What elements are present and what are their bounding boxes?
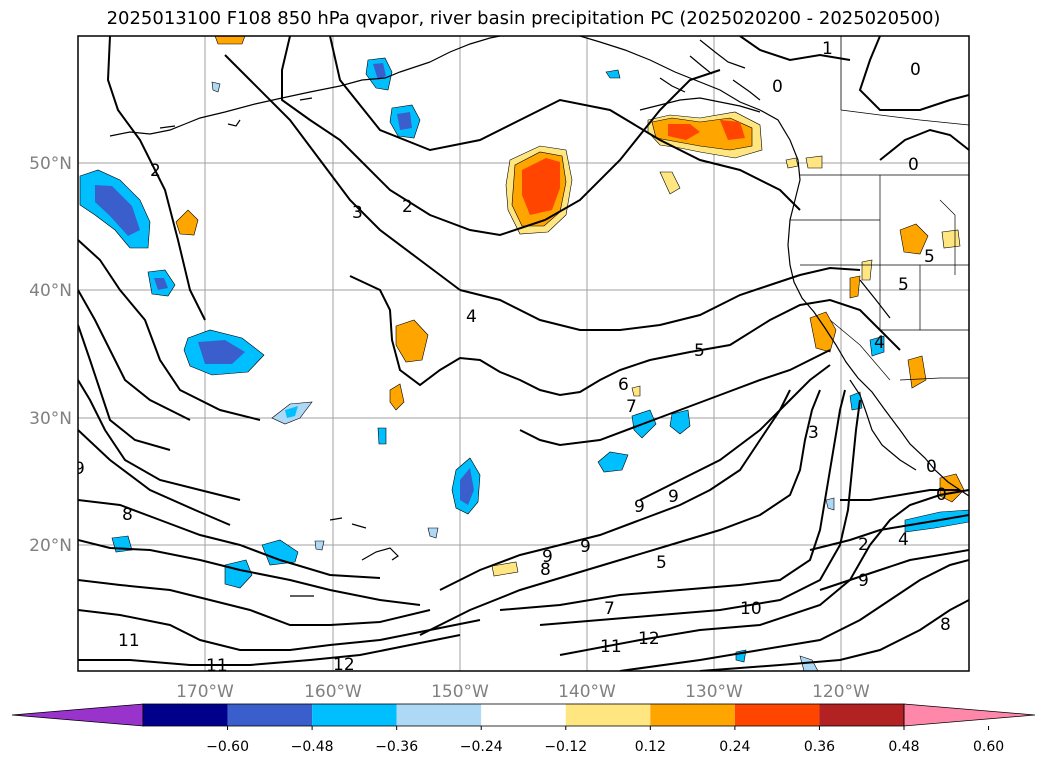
contour-label: 8 (940, 615, 951, 635)
contour-label: 12 (638, 629, 660, 649)
contour-labels: 1 0 0 0 2 3 2 4 5 5 6 5 4 7 3 9 9 8 9 9 … (74, 39, 951, 676)
colorbar-bin (143, 704, 228, 726)
colorbar-bin (734, 704, 820, 726)
contour-label: 12 (333, 655, 355, 675)
colorbar: −0.60 −0.48 −0.36 −0.24 −0.12 0.12 0.24 0.36 0.4… (11, 703, 1036, 755)
lon-label: 150°W (431, 682, 489, 702)
colorbar-tick-label: −0.12 (544, 739, 587, 755)
latitude-labels: 50°N 40°N 30°N 20°N (29, 154, 72, 556)
colorbar-tick-label: 0.60 (973, 739, 1004, 755)
contour-label: 4 (898, 530, 909, 550)
lat-label: 20°N (29, 536, 72, 556)
lat-label: 30°N (29, 409, 72, 429)
contour-label: 8 (122, 505, 133, 525)
qvapor-contours (78, 36, 969, 671)
colorbar-bin (227, 704, 313, 726)
contour-label: 7 (604, 599, 615, 619)
colorbar-tick-label: 0.36 (804, 739, 835, 755)
political-borders (790, 36, 969, 381)
colorbar-bin (650, 704, 735, 726)
contour-label: 9 (74, 459, 85, 479)
contour-label: 0 (926, 457, 937, 477)
contour-label: 2 (402, 197, 413, 217)
contour-label: 9 (580, 537, 591, 557)
map-frame (77, 35, 970, 672)
contour-label: 2 (150, 161, 161, 181)
colorbar-bin (481, 704, 566, 726)
contour-label: 6 (618, 375, 629, 395)
longitude-labels: 170°W 160°W 150°W 140°W 130°W 120°W (176, 682, 870, 702)
contour-label: 5 (898, 275, 909, 295)
contour-label: 7 (626, 397, 637, 417)
coastlines (109, 36, 969, 597)
lon-label: 170°W (176, 682, 234, 702)
lat-label: 50°N (29, 154, 72, 174)
lon-label: 120°W (812, 682, 870, 702)
contour-label: 10 (740, 599, 762, 619)
contour-label: 5 (656, 553, 667, 573)
colorbar-tick-label: −0.60 (206, 739, 249, 755)
lat-label: 40°N (29, 281, 72, 301)
contour-label: 4 (874, 333, 885, 353)
contour-label: 9 (542, 547, 553, 567)
contour-label: 11 (118, 631, 140, 651)
colorbar-bin (396, 704, 482, 726)
precip-patches (79, 36, 969, 671)
contour-label: 11 (600, 637, 622, 657)
contour-label: 3 (352, 203, 363, 223)
contour-label: 8 (540, 560, 551, 580)
contour-label: 9 (634, 497, 645, 517)
colorbar-tick-label: 0.48 (888, 739, 919, 755)
map-title: 2025013100 F108 850 hPa qvapor, river ba… (106, 8, 941, 29)
contour-label: 3 (808, 423, 819, 443)
contour-label: 1 (822, 39, 833, 59)
contour-label: 0 (772, 77, 783, 97)
lon-label: 140°W (558, 682, 616, 702)
colorbar-tick-label: 0.12 (635, 739, 666, 755)
contour-label: 4 (466, 307, 477, 327)
colorbar-bin (565, 704, 651, 726)
colorbar-bin (819, 704, 904, 726)
colorbar-extend-low (11, 703, 144, 727)
colorbar-tick-label: −0.36 (375, 739, 418, 755)
contour-label: 0 (908, 155, 919, 175)
contour-label: 0 (936, 485, 947, 505)
colorbar-tick-label: −0.48 (291, 739, 334, 755)
contour-label: 5 (694, 341, 705, 361)
contour-label: 9 (858, 571, 869, 591)
contour-label: 9 (668, 487, 679, 507)
colorbar-tick-label: 0.24 (719, 739, 750, 755)
lon-label: 130°W (685, 682, 743, 702)
contour-label: 0 (910, 60, 921, 80)
contour-label: 2 (858, 535, 869, 555)
colorbar-extend-high (903, 703, 1036, 727)
colorbar-tick-label: −0.24 (460, 739, 503, 755)
lon-label: 160°W (304, 682, 362, 702)
colorbar-outline (142, 703, 905, 727)
contour-label: 11 (206, 656, 228, 676)
colorbar-bin (312, 704, 397, 726)
contour-label: 5 (924, 247, 935, 267)
